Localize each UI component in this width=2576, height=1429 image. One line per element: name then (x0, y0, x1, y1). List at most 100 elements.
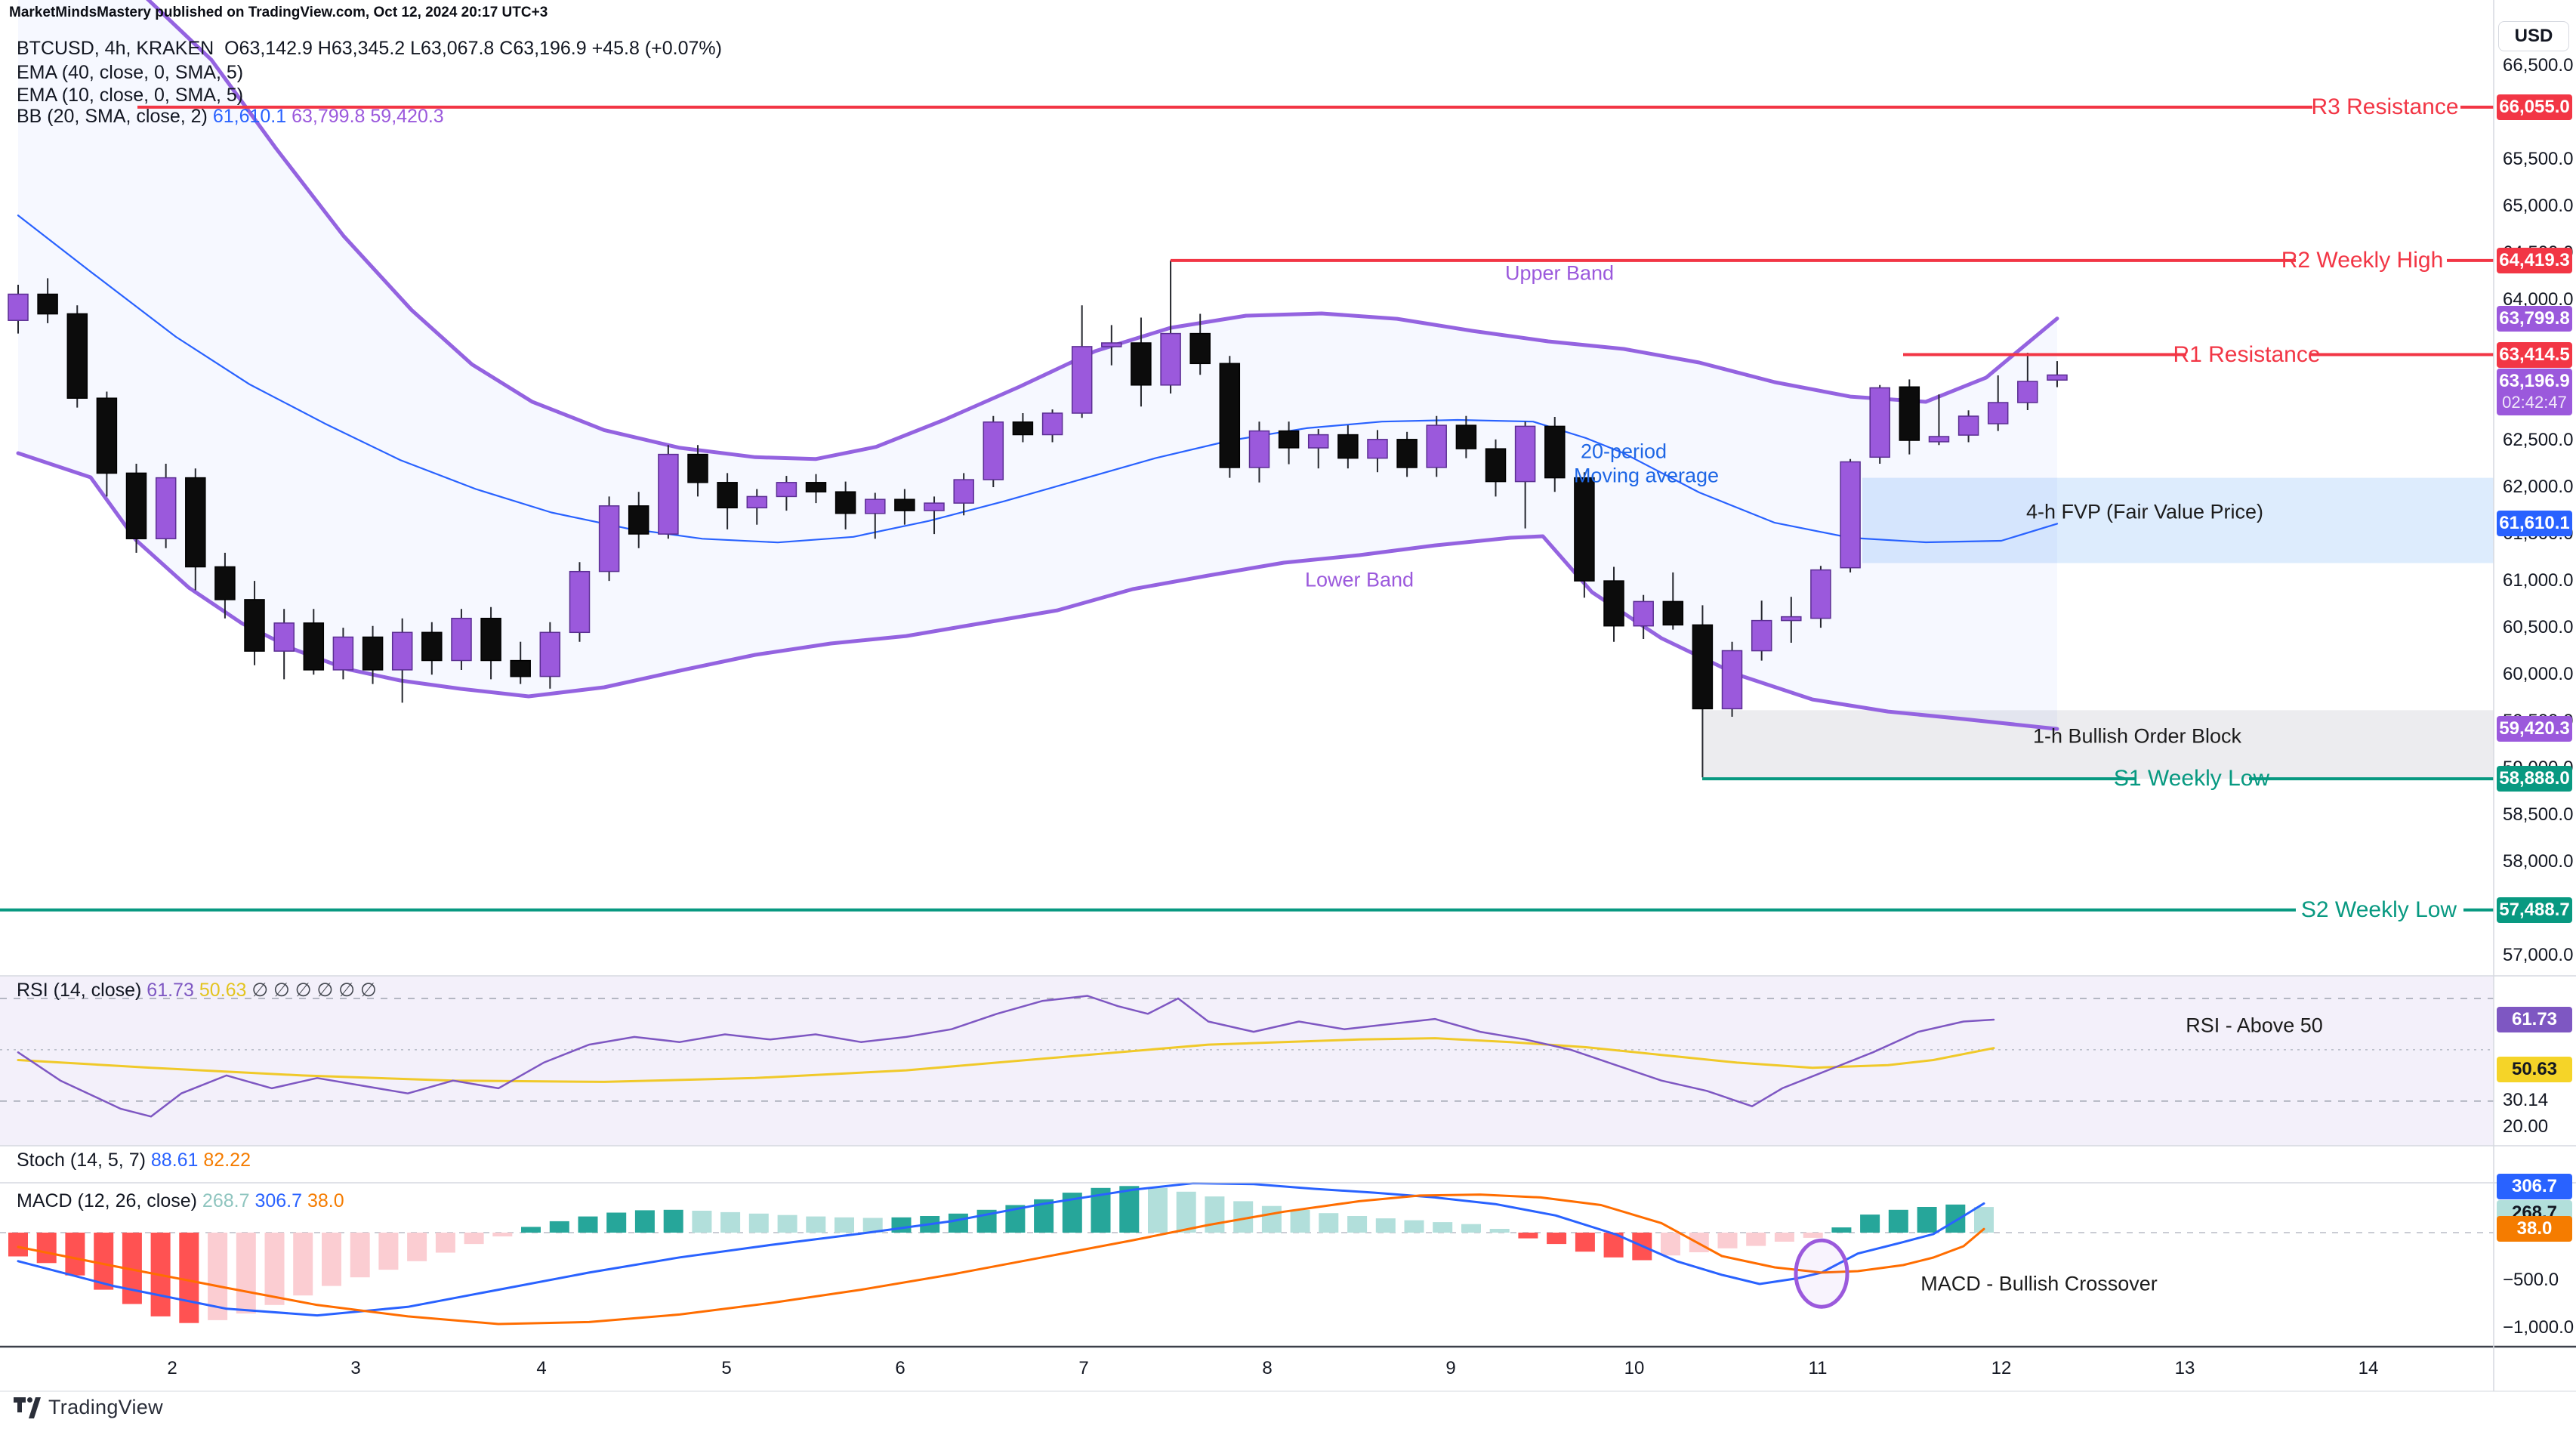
macd-histogram-bar (236, 1233, 256, 1314)
price-badge: 63,196.9 02:42:47 (2497, 369, 2572, 415)
candlestick (332, 628, 354, 680)
price-badge: 57,488.7 (2497, 897, 2572, 923)
price-badge: 58,888.0 (2497, 766, 2572, 792)
currency-unit-button[interactable]: USD (2498, 21, 2569, 51)
macd-histogram-bar (1489, 1229, 1510, 1233)
rsi-pane-legend[interactable]: RSI (14, close) 61.73 50.63 ∅ ∅ ∅ ∅ ∅ ∅ (17, 979, 377, 1002)
candlestick (1869, 384, 1890, 464)
candlestick (1633, 594, 1654, 639)
candlestick (1662, 572, 1684, 630)
level-label-S1[interactable]: S1 Weekly Low (2113, 766, 2270, 791)
level-label-R3[interactable]: R3 Resistance (2311, 94, 2459, 119)
bb-label: BB (20, SMA, close, 2) (17, 106, 208, 127)
candlestick (1957, 410, 1979, 443)
annotation-lower_band[interactable]: Lower Band (1304, 568, 1414, 591)
candlestick (539, 622, 561, 689)
candlestick (510, 641, 531, 684)
macd-histogram-bar (1347, 1216, 1368, 1233)
legend-bb-row[interactable]: BB (20, SMA, close, 2) 61,610.1 63,799.8… (17, 106, 444, 128)
macd-histogram-bar (862, 1218, 883, 1233)
candlestick (1041, 409, 1063, 443)
time-tick: 2 (167, 1358, 177, 1378)
candlestick (1307, 429, 1329, 469)
level-label-R1[interactable]: R1 Resistance (2173, 342, 2321, 367)
macd-histogram-bar (549, 1221, 569, 1233)
rsi-ma-value: 50.63 (199, 980, 247, 1001)
macd-histogram-bar (1746, 1233, 1766, 1246)
stoch-pane-legend[interactable]: Stoch (14, 5, 7) 88.61 82.22 (17, 1150, 251, 1171)
macd-histogram-bar (293, 1233, 313, 1296)
time-tick: 11 (1808, 1358, 1828, 1378)
legend-symbol-row[interactable]: BTCUSD, 4h, KRAKEN O63,142.9 H63,345.2 L… (17, 38, 722, 60)
rsi-tick: 20.00 (2503, 1116, 2549, 1137)
macd-histogram-bar (407, 1233, 427, 1261)
candlestick (155, 464, 177, 548)
legend-ema40-row[interactable]: EMA (40, close, 0, SMA, 5) (17, 62, 244, 83)
annotation-rsi_note[interactable]: RSI - Above 50 (2186, 1014, 2323, 1037)
macd-histogram-bar (435, 1233, 455, 1253)
candlestick (776, 476, 797, 511)
level-label-S2[interactable]: S2 Weekly Low (2300, 897, 2457, 922)
time-tick: 14 (2358, 1358, 2379, 1378)
candlestick (96, 391, 118, 497)
level-label-R2[interactable]: R2 Weekly High (2281, 248, 2444, 273)
macd-histogram-bar (1917, 1207, 1937, 1233)
stoch-d-value: 82.22 (203, 1150, 251, 1171)
candlestick (1426, 415, 1447, 477)
macd-histogram-bar (350, 1233, 370, 1278)
candlestick (273, 609, 295, 680)
price-tick: 65,500.0 (2503, 149, 2574, 169)
macd-histogram-bar (8, 1233, 28, 1257)
zone-label-fvp[interactable]: 4-h FVP (Fair Value Price) (2025, 500, 2264, 523)
candlestick (924, 496, 945, 535)
zone-label-order_block[interactable]: 1-h Bullish Order Block (2032, 724, 2242, 748)
annotation-upper_band[interactable]: Upper Band (1504, 261, 1615, 285)
price-tick: 62,000.0 (2503, 477, 2574, 497)
macd-histogram-bar (1547, 1233, 1567, 1245)
macd-histogram-bar (1433, 1222, 1453, 1233)
candlestick (1278, 421, 1300, 465)
candlestick (1071, 305, 1093, 418)
macd-pane-legend[interactable]: MACD (12, 26, close) 268.7 306.7 38.0 (17, 1190, 344, 1212)
candlestick (894, 489, 915, 525)
tradingview-logo[interactable]: TradingView (14, 1396, 163, 1419)
candlestick (835, 481, 856, 529)
macd-histogram-bar (777, 1214, 797, 1233)
candlestick (421, 622, 443, 675)
macd-histogram-bar (578, 1216, 598, 1233)
macd-line-value: 306.7 (255, 1190, 302, 1211)
macd-histogram-bar (1717, 1233, 1738, 1248)
price-tick: 60,500.0 (2503, 617, 2574, 637)
candlestick (1101, 325, 1122, 366)
annotation-ma20_l1[interactable]: 20-period (1580, 440, 1667, 463)
price-badge: 63,414.5 (2497, 342, 2572, 368)
rsi-tick: 30.14 (2503, 1090, 2549, 1110)
macd-tick: −500.0 (2503, 1270, 2559, 1290)
zone-fvp (1862, 477, 2494, 563)
macd-badge: 306.7 (2497, 1174, 2572, 1199)
candlestick (1603, 566, 1624, 642)
macd-histogram-bar (264, 1233, 285, 1305)
rsi-line (17, 995, 1995, 1118)
annotation-ma20_l2[interactable]: Moving average (1573, 464, 1720, 487)
time-tick: 9 (1445, 1358, 1456, 1378)
candlestick (37, 278, 58, 323)
candlestick (628, 492, 649, 548)
candlestick (1131, 317, 1152, 407)
macd-histogram-bar (720, 1211, 741, 1233)
bb-lower-value: 59,420.3 (370, 106, 444, 127)
macd-histogram-bar (492, 1233, 513, 1236)
macd-signal-value: 38.0 (307, 1190, 344, 1211)
macd-histogram-bar (1831, 1227, 1852, 1233)
price-badge: 59,420.3 (2497, 716, 2572, 742)
price-badge: 64,419.3 (2497, 248, 2572, 273)
zone-order_block (1702, 710, 2494, 779)
candlestick (391, 618, 413, 703)
time-tick: 7 (1078, 1358, 1089, 1378)
annotation-macd_note[interactable]: MACD - Bullish Crossover (1920, 1272, 2158, 1295)
legend-ema10-row[interactable]: EMA (10, close, 0, SMA, 5) (17, 85, 244, 106)
macd-histogram-bar (36, 1233, 57, 1264)
time-tick: 10 (1624, 1358, 1645, 1378)
bollinger-lower-line (16, 451, 2059, 731)
